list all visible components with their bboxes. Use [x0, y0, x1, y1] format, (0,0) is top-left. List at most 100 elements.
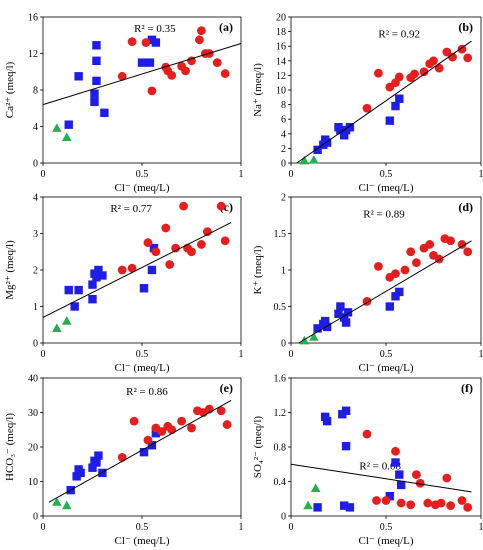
- panel-label: (e): [220, 381, 233, 395]
- r-squared-label: R² = 0.89: [363, 209, 405, 221]
- y-tick-label: 8: [281, 100, 286, 111]
- panel-b: 0 2 4 6 8 10 12 14 16 18 20 0 0.5 1 Cl⁻ (meq/L) Na⁺ (me…: [252, 13, 483, 195]
- square-point: [341, 318, 351, 327]
- square-point: [336, 125, 345, 135]
- y-tick-label: 14: [276, 56, 286, 67]
- square-point: [94, 451, 103, 460]
- circle-point: [187, 56, 196, 66]
- square-point: [391, 292, 400, 301]
- circle-point: [463, 502, 473, 512]
- circle-point: [129, 416, 139, 426]
- x-tick-label: 0: [41, 169, 46, 180]
- y-tick-label: 30: [28, 408, 38, 419]
- x-axis-label: Cl⁻ (meq/L): [359, 362, 414, 374]
- circle-point: [220, 236, 230, 246]
- y-tick-label: 0: [33, 339, 38, 350]
- y-tick-label: 10: [276, 86, 286, 97]
- circle-point: [372, 496, 381, 505]
- triangle-point: [61, 500, 72, 510]
- square-point: [92, 458, 101, 467]
- y-tick-label: 6: [281, 115, 286, 126]
- circle-point: [457, 44, 467, 54]
- square-point: [334, 309, 343, 318]
- r-squared-label: R² = 0.92: [378, 29, 420, 41]
- triangle-point: [309, 332, 319, 341]
- circle-point: [212, 58, 222, 68]
- square-point: [100, 108, 109, 118]
- square-point: [322, 416, 332, 426]
- square-point: [147, 441, 157, 450]
- circle-point: [394, 72, 404, 82]
- circle-point: [181, 66, 190, 76]
- x-tick-label: 0.5: [136, 522, 149, 533]
- circle-point: [406, 500, 416, 510]
- y-tick-label: 0.5: [274, 302, 287, 313]
- circle-point: [161, 223, 171, 233]
- square-point: [322, 138, 332, 147]
- y-tick-label: 1: [33, 302, 38, 313]
- square-point: [139, 447, 149, 457]
- circle-point: [423, 498, 433, 508]
- circle-point: [195, 35, 204, 45]
- square-point: [88, 280, 97, 289]
- circle-point: [197, 240, 206, 249]
- y-tick-label: 40: [28, 374, 38, 385]
- square-point: [88, 463, 97, 472]
- y-tick-label: 1: [281, 266, 286, 277]
- square-point: [74, 72, 83, 81]
- y-tick-label: 0: [33, 159, 38, 170]
- square-point: [395, 94, 404, 103]
- square-point: [137, 58, 147, 67]
- r-squared-label: R² = 0.86: [126, 386, 168, 398]
- x-tick-label: 0.5: [136, 169, 149, 180]
- square-point: [321, 316, 330, 326]
- circle-point: [374, 261, 383, 271]
- circle-point: [448, 52, 457, 62]
- circle-point: [222, 420, 232, 429]
- circle-point: [396, 498, 406, 508]
- y-axis-label: Mg²⁺ (meq/l): [4, 240, 16, 300]
- y-tick-label: 12: [28, 49, 38, 60]
- circle-point: [434, 63, 444, 73]
- triangle-point: [52, 123, 62, 132]
- y-tick-label: 4: [33, 193, 38, 204]
- y-tick-label: 20: [28, 443, 38, 454]
- square-point: [397, 480, 406, 490]
- circle-point: [151, 247, 161, 257]
- panel-label: (a): [219, 20, 233, 34]
- circle-point: [442, 47, 452, 57]
- x-tick-label: 1: [479, 169, 483, 180]
- circle-point: [187, 247, 196, 257]
- circle-point: [415, 478, 425, 488]
- triangle-point: [61, 132, 72, 142]
- circle-point: [362, 429, 372, 439]
- square-point: [340, 501, 349, 510]
- r-squared-label: R² = 0.77: [110, 203, 152, 215]
- square-point: [92, 56, 101, 65]
- x-axis-label: Cl⁻ (meq/L): [115, 535, 170, 547]
- square-point: [345, 503, 355, 512]
- y-tick-label: 1.6: [274, 374, 287, 385]
- y-axis-label: SO₄²⁻ (meq/l): [252, 416, 264, 478]
- square-point: [76, 468, 85, 478]
- circle-point: [143, 435, 153, 445]
- y-tick-label: 2: [33, 266, 38, 277]
- x-tick-label: 1: [239, 349, 244, 360]
- square-point: [321, 412, 330, 422]
- circle-point: [147, 86, 157, 96]
- square-point: [313, 145, 322, 155]
- circle-point: [179, 201, 188, 211]
- circle-point: [419, 67, 429, 77]
- circle-point: [117, 452, 127, 462]
- square-point: [385, 116, 394, 125]
- panel-label: (b): [458, 20, 473, 34]
- trend-line: [42, 222, 232, 318]
- square-point: [391, 458, 400, 467]
- square-point: [90, 89, 99, 98]
- triangle-point: [303, 500, 313, 510]
- panel-e: 0 10 20 30 40 0 0.5 1 Cl⁻ (meq/L) HCO₃⁻ (meq/l) (e…: [4, 374, 244, 548]
- square-point: [385, 302, 394, 311]
- square-point: [92, 76, 101, 86]
- y-tick-label: 4: [281, 129, 286, 140]
